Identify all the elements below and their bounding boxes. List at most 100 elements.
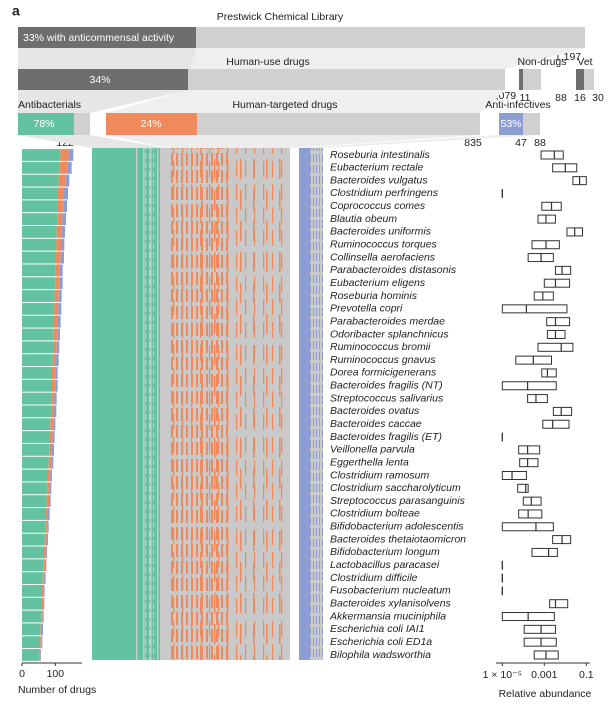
- box: [518, 509, 543, 519]
- box: [523, 637, 557, 647]
- count: 88: [534, 137, 546, 149]
- panel-label: a: [12, 3, 20, 19]
- box: [537, 342, 574, 352]
- bar-segment: [52, 379, 56, 392]
- box: [537, 214, 556, 224]
- bar-segment: [43, 584, 45, 597]
- box: [501, 471, 527, 480]
- x-axis-label: Number of drugs: [18, 684, 96, 696]
- bar-segment: [48, 469, 51, 482]
- bar-segment: [22, 520, 46, 533]
- bar-segment: [53, 328, 58, 341]
- bar-segment: [22, 367, 52, 379]
- bar-segment: [47, 520, 49, 533]
- species-label: Veillonella parvula: [330, 444, 415, 456]
- species-label: Roseburia intestinalis: [330, 149, 431, 161]
- bar-segment: [22, 636, 41, 649]
- species-label: Escherichia coli ED1a: [330, 636, 432, 648]
- bar-segment: [22, 213, 58, 226]
- bar-segment: [22, 431, 50, 443]
- bar-segment: [42, 584, 44, 597]
- bar-segment: [22, 533, 45, 546]
- species-label: Prevotella copri: [330, 303, 403, 315]
- bar-segment: [22, 469, 48, 482]
- bar-segment: [22, 443, 50, 456]
- connector: [18, 90, 188, 113]
- bar-segment: [59, 264, 63, 277]
- species-label: Bacteroides vulgatus: [330, 174, 428, 186]
- species-label: Coprococcus comes: [330, 200, 426, 212]
- bar-segment: [49, 495, 51, 508]
- box: [540, 150, 564, 160]
- box: [554, 265, 572, 275]
- connector: [299, 135, 540, 148]
- bar-segment: [22, 264, 56, 277]
- bar-segment: [42, 597, 44, 610]
- box: [549, 599, 569, 609]
- species-label: Bifidobacterium longum: [330, 546, 440, 558]
- box: [517, 483, 529, 493]
- bar-segment: [64, 187, 68, 200]
- pct-label: 53%: [500, 118, 521, 130]
- bar-segment: [58, 315, 61, 328]
- non-drugs-active: [519, 69, 523, 90]
- bar-segment: [58, 200, 64, 213]
- bar-segment: [43, 597, 45, 610]
- bar-segment: [59, 277, 63, 290]
- bar-segment: [22, 559, 44, 572]
- species-label: Bacteroides xylanisolvens: [330, 597, 452, 609]
- bar-segment: [22, 610, 42, 623]
- bar-segment: [44, 546, 46, 559]
- x-tick-label: 1 × 10⁻⁵: [483, 669, 522, 681]
- count: 11: [520, 92, 531, 104]
- non-drugs-bar: [519, 69, 541, 90]
- bar-segment: [22, 200, 58, 213]
- bar-segment: [58, 174, 66, 187]
- bar-segment: [52, 443, 54, 456]
- bar-segment: [22, 161, 60, 174]
- species-label: Bacteroides ovatus: [330, 405, 420, 417]
- bar-segment: [22, 456, 49, 469]
- bar-segment: [54, 290, 59, 302]
- connector: [190, 48, 585, 69]
- bar-segment: [22, 187, 58, 200]
- bar-segment: [54, 302, 59, 315]
- bar-segment: [22, 354, 53, 367]
- bar-segment: [58, 302, 62, 315]
- bar-segment: [22, 572, 43, 584]
- bar-segment: [22, 482, 48, 495]
- bar-segment: [63, 200, 67, 213]
- bar-segment: [42, 610, 44, 623]
- connector: [18, 48, 196, 69]
- bar-segment: [65, 174, 70, 187]
- bar-segment: [60, 149, 69, 161]
- bar-segment: [51, 405, 54, 418]
- active-bar: [18, 27, 196, 48]
- bar-segment: [22, 649, 40, 661]
- bar-segment: [22, 405, 51, 418]
- species-label: Bifidobacterium adolescentis: [330, 521, 464, 533]
- bar-segment: [57, 328, 60, 341]
- bar-segment: [44, 533, 47, 546]
- bar-segment: [22, 328, 54, 341]
- count: 30: [592, 92, 604, 104]
- box: [552, 163, 578, 173]
- bar-segment: [43, 559, 45, 572]
- bar-segment: [22, 174, 59, 187]
- species-label: Parabacteroides merdae: [330, 315, 445, 327]
- bar-segment: [39, 649, 41, 661]
- bar-segment: [60, 251, 64, 264]
- species-label: Blautia obeum: [330, 213, 397, 225]
- human-targeted-bar: [106, 113, 480, 135]
- bar-segment: [52, 431, 55, 443]
- species-label: Bilophila wadsworthia: [330, 649, 431, 661]
- connector: [106, 135, 480, 148]
- bar-segment: [22, 302, 55, 315]
- species-label: Ruminococcus torques: [330, 239, 438, 251]
- bar-segment: [50, 418, 54, 431]
- human-targeted-active: [106, 113, 197, 135]
- species-label: Eggerthella lenta: [330, 456, 409, 468]
- bar-segment: [68, 149, 74, 161]
- species-label: Eubacterium rectale: [330, 162, 424, 174]
- bar-segment: [22, 508, 46, 520]
